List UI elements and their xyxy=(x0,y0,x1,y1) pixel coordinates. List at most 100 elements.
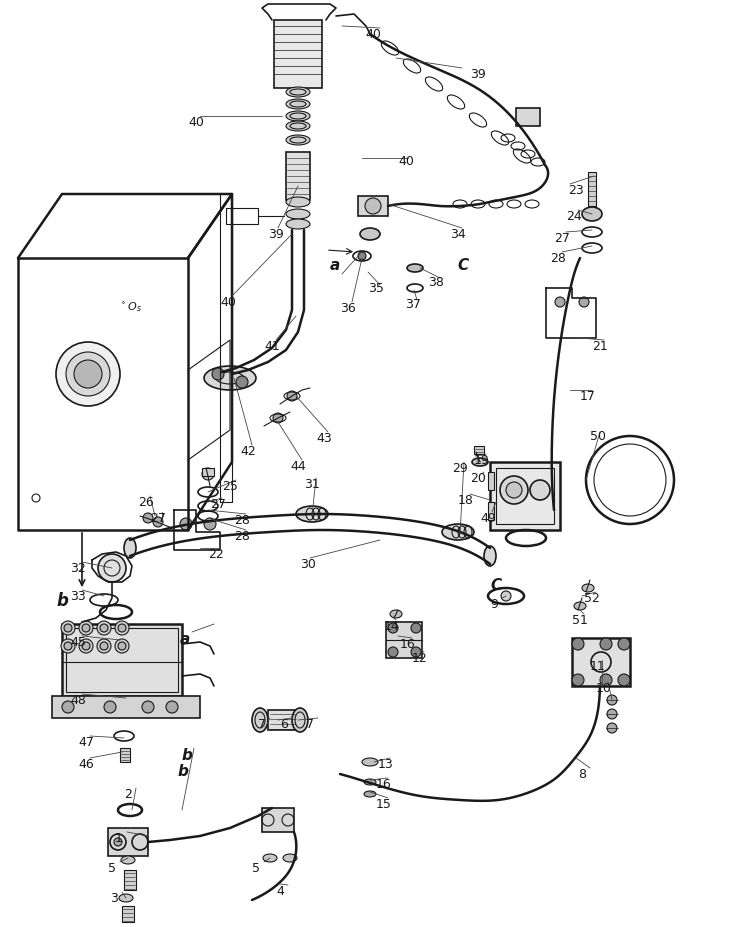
Bar xyxy=(488,502,494,520)
Ellipse shape xyxy=(390,610,402,618)
Circle shape xyxy=(143,513,153,523)
Circle shape xyxy=(97,639,111,653)
Text: 40: 40 xyxy=(398,155,414,168)
Text: 28: 28 xyxy=(234,530,250,543)
Text: 21: 21 xyxy=(592,340,608,353)
Text: 41: 41 xyxy=(264,340,280,353)
Bar xyxy=(386,622,422,658)
Text: 27: 27 xyxy=(554,232,570,245)
Ellipse shape xyxy=(204,366,256,390)
Ellipse shape xyxy=(442,524,474,540)
Circle shape xyxy=(61,621,75,635)
Ellipse shape xyxy=(362,758,378,766)
Circle shape xyxy=(64,624,72,632)
Text: a: a xyxy=(330,258,340,273)
Circle shape xyxy=(572,674,584,686)
Text: 27: 27 xyxy=(150,512,166,525)
Text: 3: 3 xyxy=(110,892,118,905)
Text: 20: 20 xyxy=(470,472,486,485)
Text: 6: 6 xyxy=(280,718,288,731)
Bar xyxy=(488,472,494,490)
Circle shape xyxy=(388,647,398,657)
Text: 37: 37 xyxy=(405,298,421,311)
Bar xyxy=(588,172,596,206)
Bar xyxy=(108,828,148,856)
Text: b: b xyxy=(178,764,189,779)
Text: 35: 35 xyxy=(368,282,384,295)
Text: 40: 40 xyxy=(188,116,204,129)
Text: 40: 40 xyxy=(220,296,236,309)
Circle shape xyxy=(56,342,120,406)
Circle shape xyxy=(618,674,630,686)
Circle shape xyxy=(118,624,126,632)
Bar xyxy=(262,808,294,832)
Ellipse shape xyxy=(286,135,310,145)
Ellipse shape xyxy=(286,111,310,121)
Circle shape xyxy=(273,413,283,423)
Circle shape xyxy=(66,352,110,396)
Ellipse shape xyxy=(263,854,277,862)
Text: 7: 7 xyxy=(306,718,314,731)
Bar xyxy=(516,108,540,126)
Circle shape xyxy=(64,642,72,650)
Ellipse shape xyxy=(364,779,376,785)
Text: 33: 33 xyxy=(70,590,86,603)
Circle shape xyxy=(79,639,93,653)
Bar xyxy=(122,906,134,922)
Circle shape xyxy=(572,638,584,650)
Text: 5: 5 xyxy=(252,862,260,875)
Ellipse shape xyxy=(360,228,380,240)
Text: b: b xyxy=(182,748,193,763)
Circle shape xyxy=(98,554,126,582)
Circle shape xyxy=(600,638,612,650)
Ellipse shape xyxy=(484,546,496,566)
Bar xyxy=(496,468,554,524)
Circle shape xyxy=(100,624,108,632)
Text: 24: 24 xyxy=(566,210,581,223)
Circle shape xyxy=(180,518,192,530)
Text: 11: 11 xyxy=(590,660,606,673)
Text: 8: 8 xyxy=(578,768,586,781)
Bar xyxy=(120,748,130,762)
Text: 31: 31 xyxy=(304,478,320,491)
Circle shape xyxy=(74,360,102,388)
Circle shape xyxy=(530,480,550,500)
Ellipse shape xyxy=(472,458,488,466)
Circle shape xyxy=(500,476,528,504)
Circle shape xyxy=(79,621,93,635)
Text: 16: 16 xyxy=(400,638,416,651)
Text: 18: 18 xyxy=(458,494,474,507)
Text: 27: 27 xyxy=(210,498,226,511)
Text: 13: 13 xyxy=(378,758,394,771)
Text: 45: 45 xyxy=(70,636,86,649)
Text: 19: 19 xyxy=(474,454,490,467)
Ellipse shape xyxy=(286,99,310,109)
Circle shape xyxy=(100,642,108,650)
Text: 50: 50 xyxy=(590,430,606,443)
Text: b: b xyxy=(56,592,68,610)
Text: 2: 2 xyxy=(124,788,132,801)
Text: C: C xyxy=(490,578,501,593)
Ellipse shape xyxy=(286,121,310,131)
Circle shape xyxy=(607,695,617,705)
Circle shape xyxy=(236,376,248,388)
Circle shape xyxy=(212,368,224,380)
Circle shape xyxy=(61,639,75,653)
Circle shape xyxy=(579,297,589,307)
Text: 39: 39 xyxy=(470,68,486,81)
Ellipse shape xyxy=(574,602,586,610)
Text: 26: 26 xyxy=(138,496,154,509)
Text: 12: 12 xyxy=(412,652,428,665)
Bar xyxy=(124,870,136,890)
Circle shape xyxy=(501,591,511,601)
Circle shape xyxy=(82,642,90,650)
Bar xyxy=(474,446,484,454)
Bar xyxy=(66,628,178,692)
Ellipse shape xyxy=(292,708,308,732)
Bar xyxy=(202,468,214,476)
Ellipse shape xyxy=(286,197,310,207)
Text: 49: 49 xyxy=(480,512,495,525)
Text: 40: 40 xyxy=(365,28,381,41)
Text: 46: 46 xyxy=(78,758,94,771)
Bar xyxy=(286,152,310,200)
